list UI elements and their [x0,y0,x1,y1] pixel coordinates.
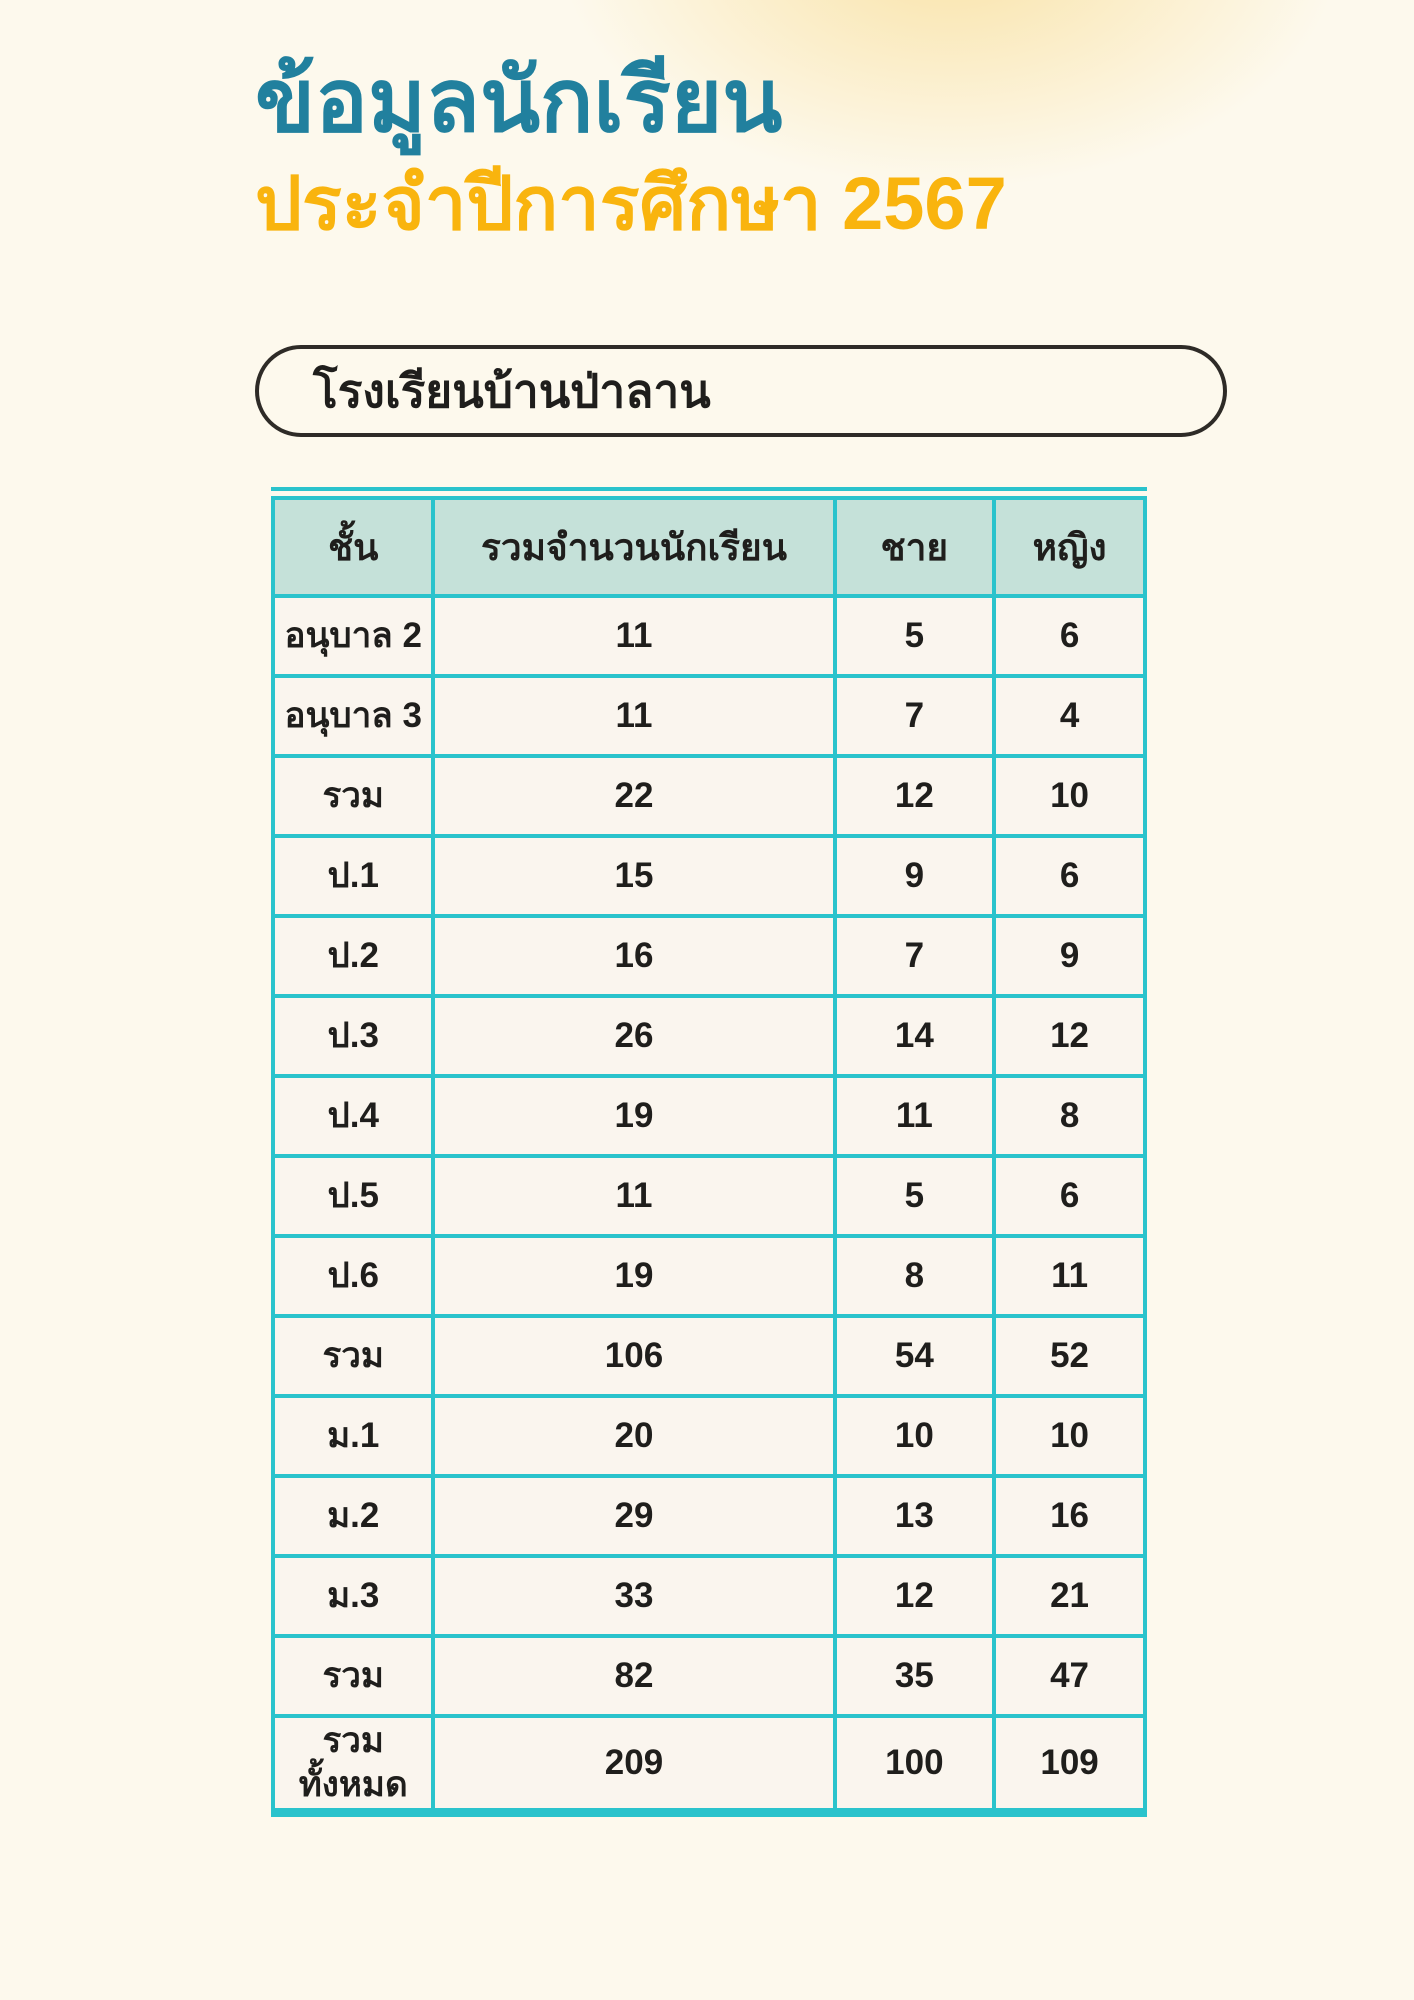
table-row: ป.4 19 11 8 [270,1074,1147,1158]
cell-female-count: 8 [992,1074,1147,1158]
cell-female-count: 6 [992,1154,1147,1238]
table-header-row: ชั้น รวมจำนวนนักเรียน ชาย หญิง [270,496,1147,598]
table-row: ป.6 19 8 11 [270,1234,1147,1318]
cell-class-label: รวม [270,1634,436,1718]
cell-male-count: 7 [832,914,997,998]
cell-female-count: 109 [992,1714,1147,1814]
table-top-rule [271,487,1147,491]
cell-female-count: 12 [992,994,1147,1078]
cell-class-label: อนุบาล 3 [270,674,436,758]
cell-female-count: 52 [992,1314,1147,1398]
cell-female-count: 21 [992,1554,1147,1638]
cell-female-count: 16 [992,1474,1147,1558]
cell-male-count: 5 [832,1154,997,1238]
cell-total-students: 82 [431,1634,837,1718]
cell-class-label: ป.4 [270,1074,436,1158]
cell-class-label: ป.6 [270,1234,436,1318]
cell-female-count: 6 [992,834,1147,918]
cell-female-count: 47 [992,1634,1147,1718]
school-name: โรงเรียนบ้านป่าลาน [313,364,711,417]
cell-male-count: 35 [832,1634,997,1718]
page-title: ข้อมูลนักเรียน [255,51,783,150]
cell-total-students: 26 [431,994,837,1078]
cell-female-count: 4 [992,674,1147,758]
cell-class-label: รวม [270,1314,436,1398]
cell-total-students: 19 [431,1074,837,1158]
table-row: อนุบาล 2 11 5 6 [270,594,1147,678]
table-row: รวม 22 12 10 [270,754,1147,838]
cell-class-label: ม.3 [270,1554,436,1638]
cell-female-count: 10 [992,1394,1147,1478]
cell-male-count: 8 [832,1234,997,1318]
cell-male-count: 11 [832,1074,997,1158]
cell-total-students: 33 [431,1554,837,1638]
table-row: รวม 106 54 52 [270,1314,1147,1398]
cell-class-label: ม.2 [270,1474,436,1558]
cell-class-label: ป.5 [270,1154,436,1238]
cell-total-students: 11 [431,594,837,678]
student-table-section: ชั้น รวมจำนวนนักเรียน ชาย หญิง อนุบาล 2 … [270,487,1147,1817]
cell-class-label: รวม ทั้งหมด [270,1714,436,1814]
cell-class-label: อนุบาล 2 [270,594,436,678]
cell-male-count: 14 [832,994,997,1078]
table-row: ป.3 26 14 12 [270,994,1147,1078]
table-row: ป.5 11 5 6 [270,1154,1147,1238]
column-header-class: ชั้น [270,496,436,598]
cell-male-count: 13 [832,1474,997,1558]
cell-total-students: 22 [431,754,837,838]
table-row: รวม ทั้งหมด 209 100 109 [270,1714,1147,1814]
cell-class-label: ป.2 [270,914,436,998]
page-subtitle: ประจำปีการศึกษา 2567 [255,162,1007,245]
column-header-male: ชาย [832,496,997,598]
cell-female-count: 11 [992,1234,1147,1318]
cell-total-students: 11 [431,1154,837,1238]
cell-total-students: 11 [431,674,837,758]
table-row: อนุบาล 3 11 7 4 [270,674,1147,758]
school-name-box: โรงเรียนบ้านป่าลาน [255,345,1227,437]
cell-male-count: 9 [832,834,997,918]
cell-total-students: 209 [431,1714,837,1814]
cell-male-count: 10 [832,1394,997,1478]
table-row: ม.2 29 13 16 [270,1474,1147,1558]
table-row: รวม 82 35 47 [270,1634,1147,1718]
table-row: ม.1 20 10 10 [270,1394,1147,1478]
cell-class-label: รวม [270,754,436,838]
table-row: ป.1 15 9 6 [270,834,1147,918]
cell-male-count: 54 [832,1314,997,1398]
cell-total-students: 106 [431,1314,837,1398]
cell-total-students: 29 [431,1474,837,1558]
cell-male-count: 100 [832,1714,997,1814]
table-row: ป.2 16 7 9 [270,914,1147,998]
cell-female-count: 9 [992,914,1147,998]
cell-male-count: 5 [832,594,997,678]
cell-female-count: 10 [992,754,1147,838]
cell-total-students: 16 [431,914,837,998]
column-header-total: รวมจำนวนนักเรียน [431,496,837,598]
cell-class-label: ป.1 [270,834,436,918]
cell-class-label: ป.3 [270,994,436,1078]
cell-male-count: 7 [832,674,997,758]
table-row: ม.3 33 12 21 [270,1554,1147,1638]
cell-class-label: ม.1 [270,1394,436,1478]
cell-total-students: 19 [431,1234,837,1318]
cell-male-count: 12 [832,754,997,838]
cell-female-count: 6 [992,594,1147,678]
column-header-female: หญิง [992,496,1147,598]
cell-male-count: 12 [832,1554,997,1638]
table-body: อนุบาล 2 11 5 6 อนุบาล 3 11 7 4 รวม 22 1… [270,594,1147,1814]
cell-total-students: 20 [431,1394,837,1478]
cell-total-students: 15 [431,834,837,918]
student-table: ชั้น รวมจำนวนนักเรียน ชาย หญิง อนุบาล 2 … [270,496,1147,1817]
